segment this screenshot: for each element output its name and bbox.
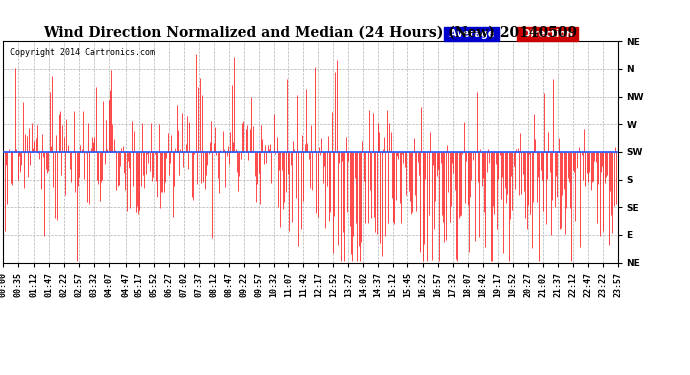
Text: Copyright 2014 Cartronics.com: Copyright 2014 Cartronics.com [10,48,155,57]
Text: Average: Average [446,29,497,39]
Text: Direction: Direction [520,29,577,39]
Title: Wind Direction Normalized and Median (24 Hours) (New) 20140509: Wind Direction Normalized and Median (24… [43,26,578,40]
